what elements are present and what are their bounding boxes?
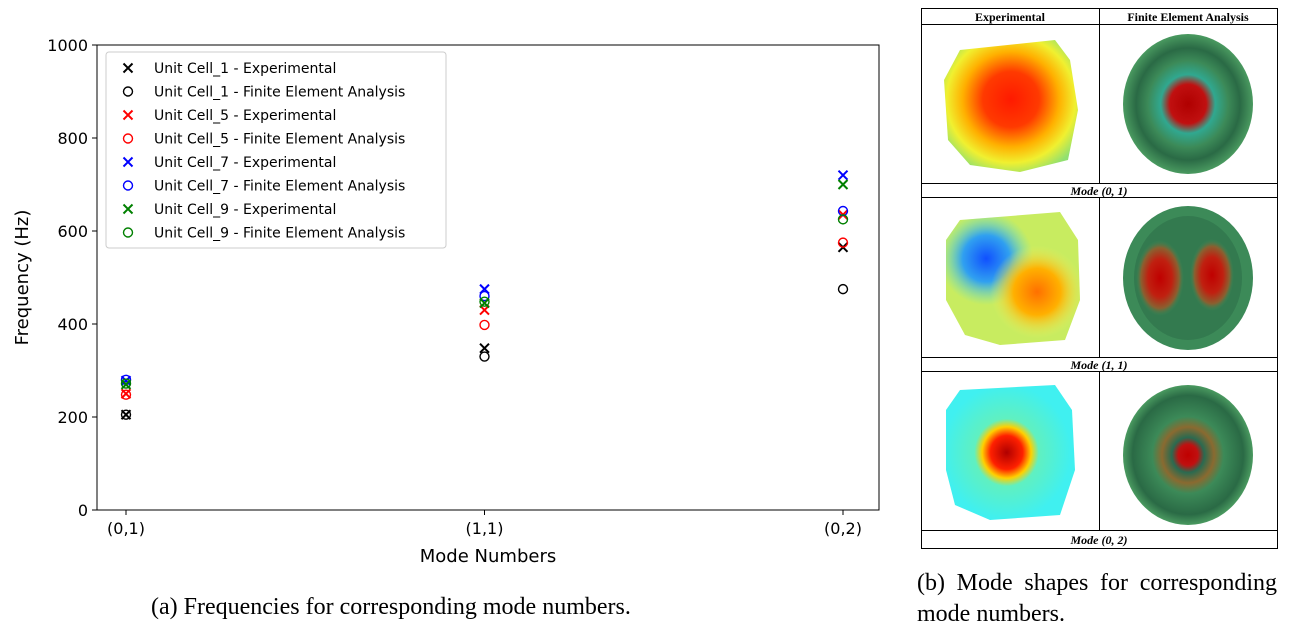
legend-label: Unit Cell_1 - Experimental xyxy=(154,61,336,77)
point xyxy=(839,171,848,180)
mode-label: Mode (0, 2) xyxy=(1070,533,1128,547)
y-tick-label: 600 xyxy=(57,222,88,241)
x-tick-label: (1,1) xyxy=(466,519,504,538)
point xyxy=(839,238,848,247)
y-tick-label: 1000 xyxy=(47,36,88,55)
fea-mode-02 xyxy=(1123,385,1253,525)
y-axis-label: Frequency (Hz) xyxy=(12,210,33,346)
legend-label: Unit Cell_5 - Experimental xyxy=(154,108,336,124)
legend-box xyxy=(106,52,446,248)
caption-b: (b) Mode shapes for corresponding mode n… xyxy=(917,568,1277,630)
experimental-mode-01 xyxy=(944,40,1078,172)
table-header: Experimental xyxy=(975,10,1046,24)
legend-label: Unit Cell_7 - Experimental xyxy=(154,155,336,171)
page: 0 200 400 600 800 1000 (0,1) (1,1) (0,2) Mode Num… xyxy=(0,0,1291,634)
y-tick-label: 800 xyxy=(57,129,88,148)
point xyxy=(839,180,848,189)
y-tick-label: 0 xyxy=(78,501,88,520)
y-tick-label: 400 xyxy=(57,315,88,334)
x-tick-label: (0,1) xyxy=(107,519,145,538)
point xyxy=(480,320,489,329)
figure: 0 200 400 600 800 1000 (0,1) (1,1) (0,2) Mode Num… xyxy=(0,0,1291,634)
fea-mode-01 xyxy=(1123,34,1253,174)
legend-label: Unit Cell_9 - Experimental xyxy=(154,202,336,218)
legend-label: Unit Cell_9 - Finite Element Analysis xyxy=(154,226,405,242)
x-axis-label: Mode Numbers xyxy=(420,546,556,567)
point xyxy=(839,285,848,294)
mode-label: Mode (0, 1) xyxy=(1070,184,1128,198)
table-header: Finite Element Analysis xyxy=(1127,10,1249,24)
point xyxy=(839,215,848,224)
experimental-mode-02 xyxy=(946,385,1075,520)
point xyxy=(480,344,489,353)
legend-label: Unit Cell_7 - Finite Element Analysis xyxy=(154,179,405,195)
chart: 0 200 400 600 800 1000 (0,1) (1,1) (0,2) Mode Num… xyxy=(0,0,1291,634)
mode-label: Mode (1, 1) xyxy=(1070,358,1128,372)
legend-label: Unit Cell_5 - Finite Element Analysis xyxy=(154,132,405,148)
point xyxy=(480,352,489,361)
legend-label: Unit Cell_1 - Finite Element Analysis xyxy=(154,85,405,101)
caption-a: (a) Frequencies for corresponding mode n… xyxy=(151,594,631,621)
x-tick-label: (0,2) xyxy=(824,519,862,538)
y-tick-label: 200 xyxy=(57,408,88,427)
mode-images xyxy=(944,34,1253,525)
